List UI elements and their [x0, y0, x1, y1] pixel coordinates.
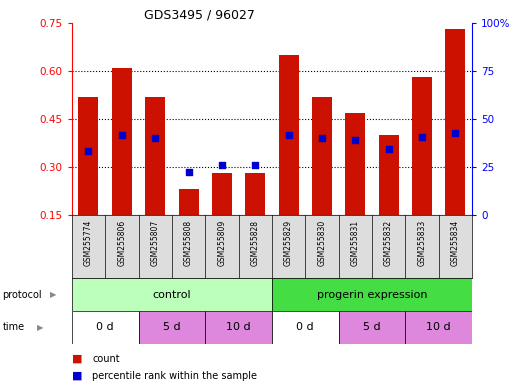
Text: GSM255834: GSM255834 [451, 220, 460, 266]
Text: percentile rank within the sample: percentile rank within the sample [92, 371, 258, 381]
Point [151, 135, 159, 141]
Text: GSM255830: GSM255830 [318, 220, 326, 266]
FancyBboxPatch shape [272, 311, 339, 344]
Text: GSM255806: GSM255806 [117, 220, 126, 266]
Text: ■: ■ [72, 354, 82, 364]
Text: GSM255831: GSM255831 [351, 220, 360, 266]
Bar [112, 68, 132, 215]
Bar [179, 189, 199, 215]
Text: ■: ■ [72, 371, 82, 381]
Point [251, 162, 259, 169]
Text: GSM255833: GSM255833 [418, 220, 426, 266]
Text: GSM255807: GSM255807 [151, 220, 160, 266]
Text: GSM255808: GSM255808 [184, 220, 193, 266]
FancyBboxPatch shape [72, 278, 272, 311]
Text: time: time [3, 322, 25, 333]
Bar [345, 113, 365, 215]
Point [451, 131, 459, 137]
FancyBboxPatch shape [139, 311, 205, 344]
FancyBboxPatch shape [272, 278, 472, 311]
Bar [312, 97, 332, 215]
Text: GSM255829: GSM255829 [284, 220, 293, 266]
Point [351, 137, 359, 143]
Point [284, 132, 292, 138]
Text: progerin expression: progerin expression [317, 290, 427, 300]
Text: 10 d: 10 d [426, 322, 451, 333]
Text: GSM255809: GSM255809 [218, 220, 226, 266]
Text: 10 d: 10 d [226, 322, 251, 333]
Text: GSM255832: GSM255832 [384, 220, 393, 266]
Text: GSM255774: GSM255774 [84, 220, 93, 266]
Point [418, 134, 426, 140]
Text: protocol: protocol [3, 290, 42, 300]
Text: 0 d: 0 d [297, 322, 314, 333]
FancyBboxPatch shape [205, 311, 272, 344]
Text: ▶: ▶ [37, 323, 44, 332]
Point [117, 132, 126, 138]
Text: GSM255828: GSM255828 [251, 220, 260, 266]
Point [318, 135, 326, 141]
Bar [245, 174, 265, 215]
Text: count: count [92, 354, 120, 364]
Bar [445, 30, 465, 215]
Text: 5 d: 5 d [363, 322, 381, 333]
FancyBboxPatch shape [339, 311, 405, 344]
Text: ▶: ▶ [50, 290, 57, 299]
Text: 0 d: 0 d [96, 322, 114, 333]
Bar [412, 78, 432, 215]
Bar [78, 97, 98, 215]
Point [218, 162, 226, 169]
Bar [379, 135, 399, 215]
Bar [279, 55, 299, 215]
Bar [145, 97, 165, 215]
Text: GDS3495 / 96027: GDS3495 / 96027 [144, 9, 255, 22]
Point [84, 148, 93, 154]
FancyBboxPatch shape [405, 311, 472, 344]
Point [385, 146, 393, 152]
Text: control: control [152, 290, 191, 300]
Point [185, 169, 193, 175]
Text: 5 d: 5 d [163, 322, 181, 333]
Bar [212, 174, 232, 215]
FancyBboxPatch shape [72, 311, 139, 344]
